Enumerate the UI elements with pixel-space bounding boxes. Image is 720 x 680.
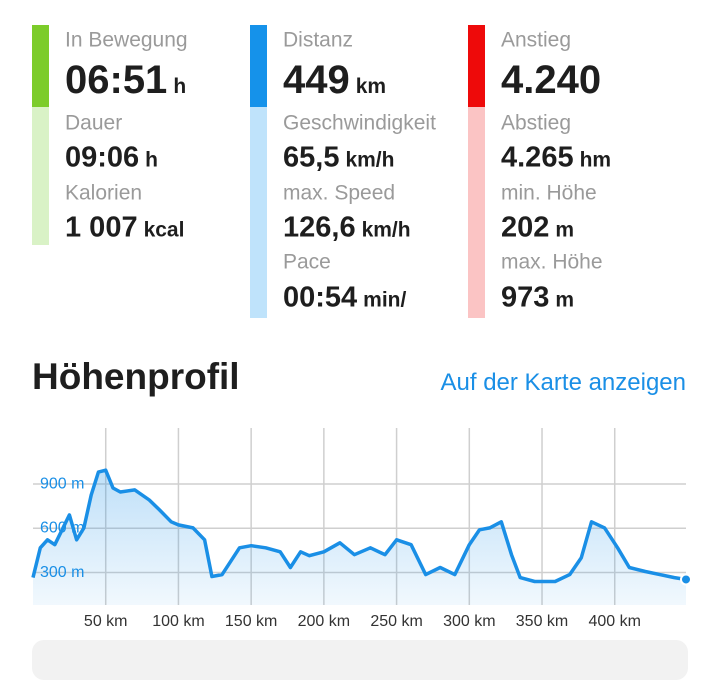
stat-label: In Bewegung: [65, 30, 188, 51]
stat-unit: km: [355, 75, 387, 98]
stat-label: Pace: [283, 252, 331, 273]
stat-label-text: max. Speed: [283, 181, 396, 204]
stat-value: 06:51 h: [65, 60, 186, 100]
map-link[interactable]: Auf der Karte anzeigen: [440, 369, 687, 396]
stat-value: 1 007 kcal: [65, 211, 185, 244]
section-title: Höhenprofil: [32, 356, 240, 397]
y-tick-label: 600 m: [40, 520, 84, 537]
stat-value-text: 202: [501, 211, 550, 244]
stat-value: 202 m: [501, 211, 575, 244]
stat-value-text: 09:06: [65, 141, 140, 174]
x-tick-label: 250 km: [370, 613, 422, 630]
accent-bar: [250, 107, 267, 318]
stat-unit: km/h: [345, 148, 395, 172]
stat-unit: h: [145, 148, 158, 172]
stat-value-text: 65,5: [283, 141, 340, 174]
stat-unit: h: [173, 75, 187, 98]
stat-unit: m: [555, 288, 575, 312]
accent-bar: [468, 107, 485, 318]
end-point: [680, 573, 692, 586]
stat-label: Dauer: [65, 113, 122, 134]
screen: 50 km 100 km 150 km 200 km 250 km 300 km 350 k…: [31, 25, 692, 680]
x-tick-label: 200 km: [298, 613, 350, 630]
accent-bar: [468, 25, 485, 107]
stat-label-text: Distanz: [283, 28, 354, 52]
stat-value-text: 449: [283, 58, 350, 102]
x-tick-label: 350 km: [516, 613, 568, 630]
elevation-line: [31, 468, 687, 584]
stat-value-text: 126,6: [283, 211, 356, 244]
stat-unit: min/: [363, 288, 407, 312]
x-tick-label: 150 km: [225, 613, 277, 630]
stat-value: 00:54 min/: [283, 281, 407, 314]
stat-label-text: max. Höhe: [501, 250, 603, 274]
y-tick-label: 300 m: [40, 564, 84, 581]
stat-unit: km/h: [361, 218, 411, 242]
stat-label: Geschwindigkeit: [283, 113, 436, 134]
stat-label-text: Geschwindigkeit: [283, 111, 436, 135]
accent-bar: [32, 107, 49, 245]
stat-value: 126,6 km/h: [283, 211, 411, 244]
stat-value-text: 1 007: [65, 211, 138, 244]
stat-label: Anstieg: [501, 30, 571, 51]
stat-value-text: 4.265: [501, 141, 574, 174]
stat-label: Distanz: [283, 30, 353, 51]
stat-label-text: Dauer: [65, 111, 123, 135]
stat-label: min. Höhe: [501, 182, 597, 203]
x-tick-label: 400 km: [589, 613, 641, 630]
elevation-chart: 50 km 100 km 150 km 200 km 250 km 300 km 350 k…: [31, 428, 692, 630]
stat-label: max. Speed: [283, 182, 395, 203]
stat-value: 4.240: [501, 60, 601, 100]
stat-label: max. Höhe: [501, 252, 603, 273]
accent-bar: [250, 25, 267, 107]
x-tick-label: 100 km: [152, 613, 204, 630]
stat-value-text: 4.240: [501, 58, 602, 102]
stat-label: Kalorien: [65, 182, 142, 203]
stat-label-text: Pace: [283, 250, 331, 274]
stat-label-text: Anstieg: [501, 28, 572, 52]
accent-bar: [32, 25, 49, 107]
stat-value-text: 00:54: [283, 281, 358, 314]
card: [32, 640, 688, 680]
stat-value-text: 06:51: [65, 58, 168, 102]
stat-unit: hm: [579, 148, 612, 172]
stat-value: 973 m: [501, 281, 575, 314]
area-fill: [33, 470, 686, 605]
x-tick-label: 50 km: [84, 613, 128, 630]
stat-label: Abstieg: [501, 113, 571, 134]
stat-value: 4.265 hm: [501, 141, 612, 174]
stat-label-text: Abstieg: [501, 111, 572, 135]
stat-value: 65,5 km/h: [283, 141, 395, 174]
stat-label-text: In Bewegung: [65, 28, 188, 52]
stat-unit: kcal: [143, 218, 185, 242]
stat-unit: m: [555, 218, 575, 242]
stat-value: 449 km: [283, 60, 386, 100]
stat-value-text: 973: [501, 281, 550, 314]
stat-label-text: min. Höhe: [501, 181, 597, 204]
y-tick-label: 900 m: [40, 475, 84, 492]
x-tick-label: 300 km: [443, 613, 495, 630]
stat-value: 09:06 h: [65, 141, 158, 174]
stat-label-text: Kalorien: [65, 181, 143, 204]
